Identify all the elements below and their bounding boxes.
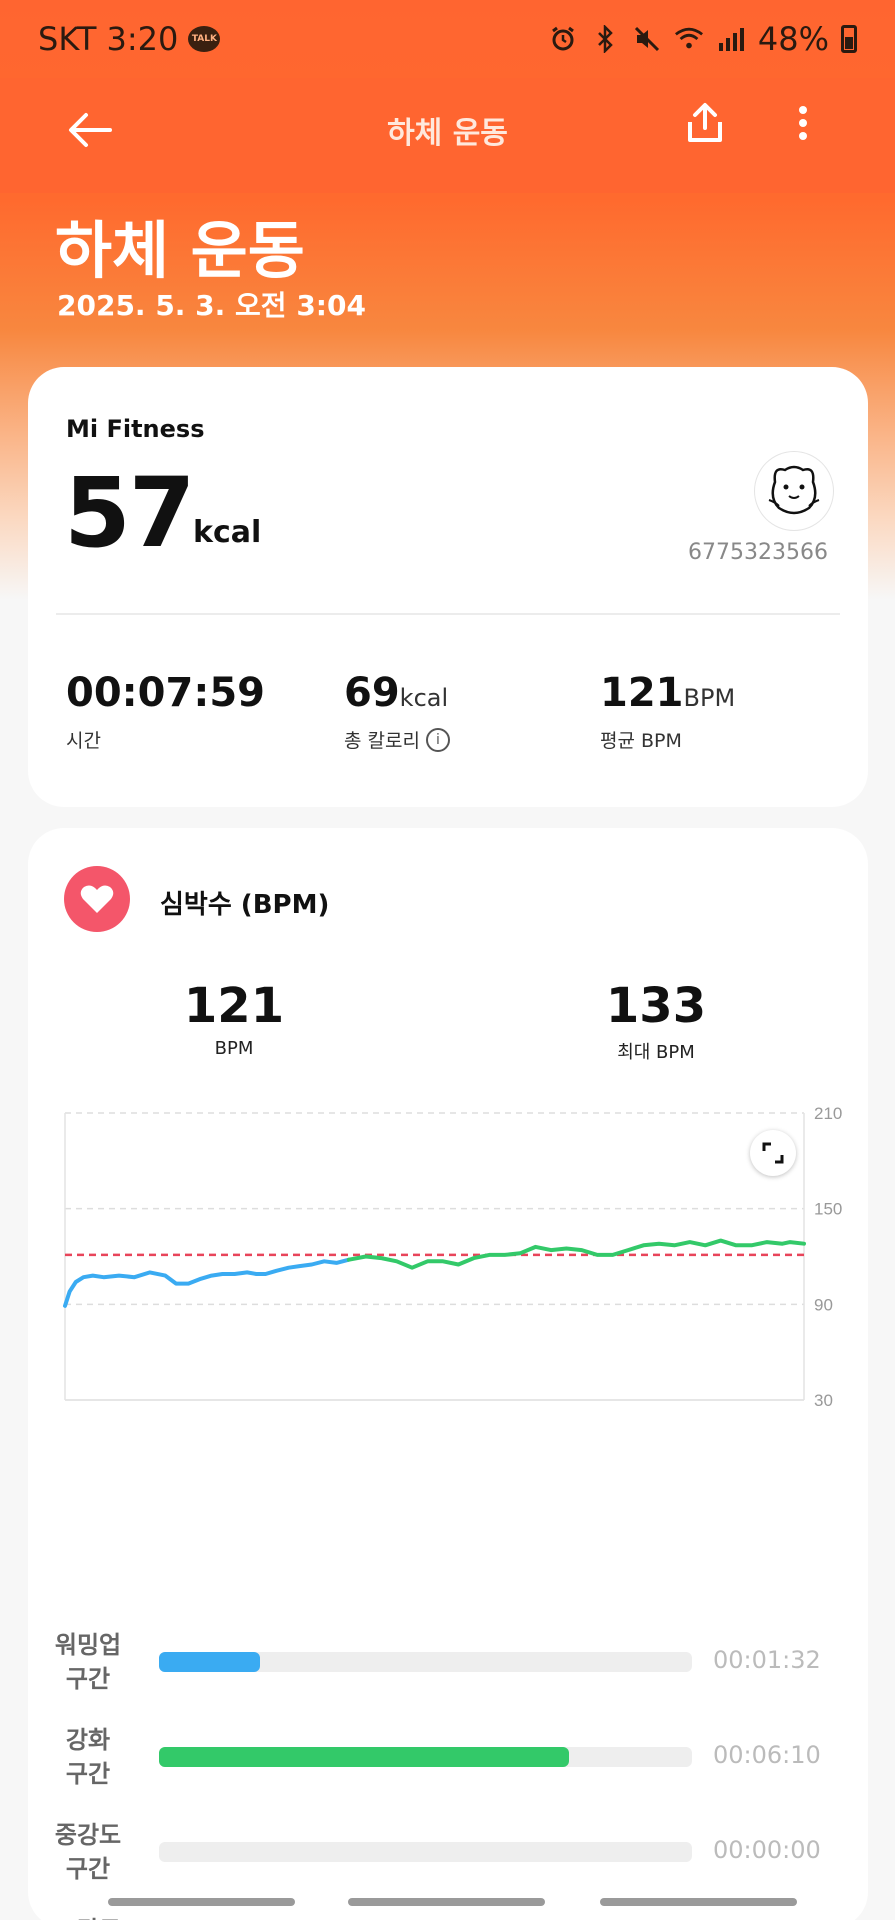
zone-name: 고강도구간 (48, 1913, 128, 1920)
carrier-time: SKT 3:20 (38, 20, 179, 58)
summary-card: Mi Fitness 57 kcal 6775323566 00:07:59 시… (28, 367, 868, 807)
workout-title: 하체 운동 (55, 214, 305, 287)
zone-progress-fill (159, 1747, 570, 1767)
zone-progress-track (159, 1747, 692, 1767)
hr-average: 121 BPM (134, 978, 334, 1059)
chart-x-tick-label: 00:00:00 (65, 1422, 139, 1423)
calories-unit: kcal (193, 515, 262, 550)
user-id: 6775323566 (688, 540, 828, 565)
zone-time: 00:01:32 (713, 1646, 821, 1674)
chart-y-tick-label: 90 (814, 1295, 833, 1314)
stat-duration: 00:07:59 시간 (66, 670, 265, 753)
average-bpm-label: 평균 BPM (600, 730, 682, 752)
nav-hint-center (348, 1898, 545, 1906)
zone-name: 워밍업 구간 (54, 1631, 122, 1693)
chart-y-tick-label: 30 (814, 1391, 833, 1410)
wifi-icon (674, 24, 704, 54)
zone-row: 고강도구간00:00:00 (28, 1913, 868, 1920)
zone-row: 강화 구간 00:06:10 (28, 1723, 868, 1803)
hr-max-value: 133 (605, 978, 707, 1034)
chart-series-line-1 (346, 1238, 806, 1270)
zone-name: 강화 구간 (65, 1726, 111, 1788)
zone-progress-fill (159, 1652, 261, 1672)
share-icon[interactable] (680, 96, 730, 156)
mute-icon (632, 24, 662, 54)
bluetooth-icon (590, 24, 620, 54)
talk-notification-icon: TALK (188, 26, 221, 52)
chart-y-tick-label: 150 (814, 1200, 842, 1219)
chart-x-tick-label: 00:07:59 (730, 1422, 804, 1423)
hr-max-label: 최대 BPM (617, 1042, 695, 1063)
zone-row: 중강도 구간 00:00:00 (28, 1818, 868, 1898)
info-icon[interactable]: i (425, 727, 450, 752)
zone-time: 00:06:10 (713, 1741, 821, 1769)
battery-icon (841, 25, 857, 53)
total-calories-label: 총 칼로리 (344, 730, 420, 752)
heart-rate-card: 심박수 (BPM) 121 BPM 133 최대 BPM 210 150 90 30 0… (28, 828, 868, 1920)
nav-hint-left (108, 1898, 295, 1906)
chart-series-line-0 (63, 1257, 351, 1308)
source-brand: Mi Fitness (66, 415, 205, 443)
chart-x-tick-label: 00:05:18 (521, 1422, 595, 1423)
chart-y-tick-label: 210 (814, 1104, 842, 1123)
battery-percent: 48% (757, 20, 829, 58)
zone-name: 중강도 구간 (54, 1821, 122, 1883)
more-vert-icon[interactable] (788, 96, 818, 156)
workout-date: 2025. 5. 3. 오전 3:04 (57, 289, 366, 322)
duration-label: 시간 (66, 730, 101, 752)
chart-x-tick-label: 00:02:39 (274, 1422, 348, 1423)
back-arrow-icon[interactable] (62, 100, 122, 160)
average-bpm-value: 121 (600, 670, 684, 716)
zone-row: 워밍업 구간 00:01:32 (28, 1628, 868, 1708)
divider (56, 613, 840, 615)
expand-icon[interactable] (750, 1130, 796, 1176)
hr-average-value: 121 (183, 978, 285, 1034)
avatar[interactable] (755, 452, 833, 530)
appbar-title: 하체 운동 (387, 116, 508, 151)
hr-average-label: BPM (214, 1038, 254, 1059)
signal-icon (716, 24, 746, 54)
hr-max: 133 최대 BPM (556, 978, 756, 1064)
zone-time: 00:00:00 (713, 1836, 821, 1864)
nav-hint-right (600, 1898, 797, 1906)
status-bar: SKT 3:20 TALK 48% (0, 0, 895, 78)
zone-progress-track (159, 1842, 692, 1862)
zone-progress-track (159, 1652, 692, 1672)
heart-rate-title: 심박수 (BPM) (160, 890, 330, 920)
calories-value: 57 (64, 457, 196, 569)
heart-rate-chart[interactable]: 210 150 90 30 00:00:00 00:02:39 00:05:18 00:07:… (28, 1083, 868, 1423)
total-calories-value: 69 (344, 670, 400, 716)
app-bar: 하체 운동 (0, 78, 895, 193)
heart-icon (64, 866, 130, 932)
average-bpm-unit: BPM (683, 684, 736, 712)
stat-total-calories: 69kcal 총 칼로리 i (344, 670, 450, 753)
duration-value: 00:07:59 (66, 670, 265, 716)
stat-average-bpm: 121BPM 평균 BPM (600, 670, 735, 753)
alarm-icon (548, 24, 578, 54)
total-calories-unit: kcal (399, 684, 449, 712)
